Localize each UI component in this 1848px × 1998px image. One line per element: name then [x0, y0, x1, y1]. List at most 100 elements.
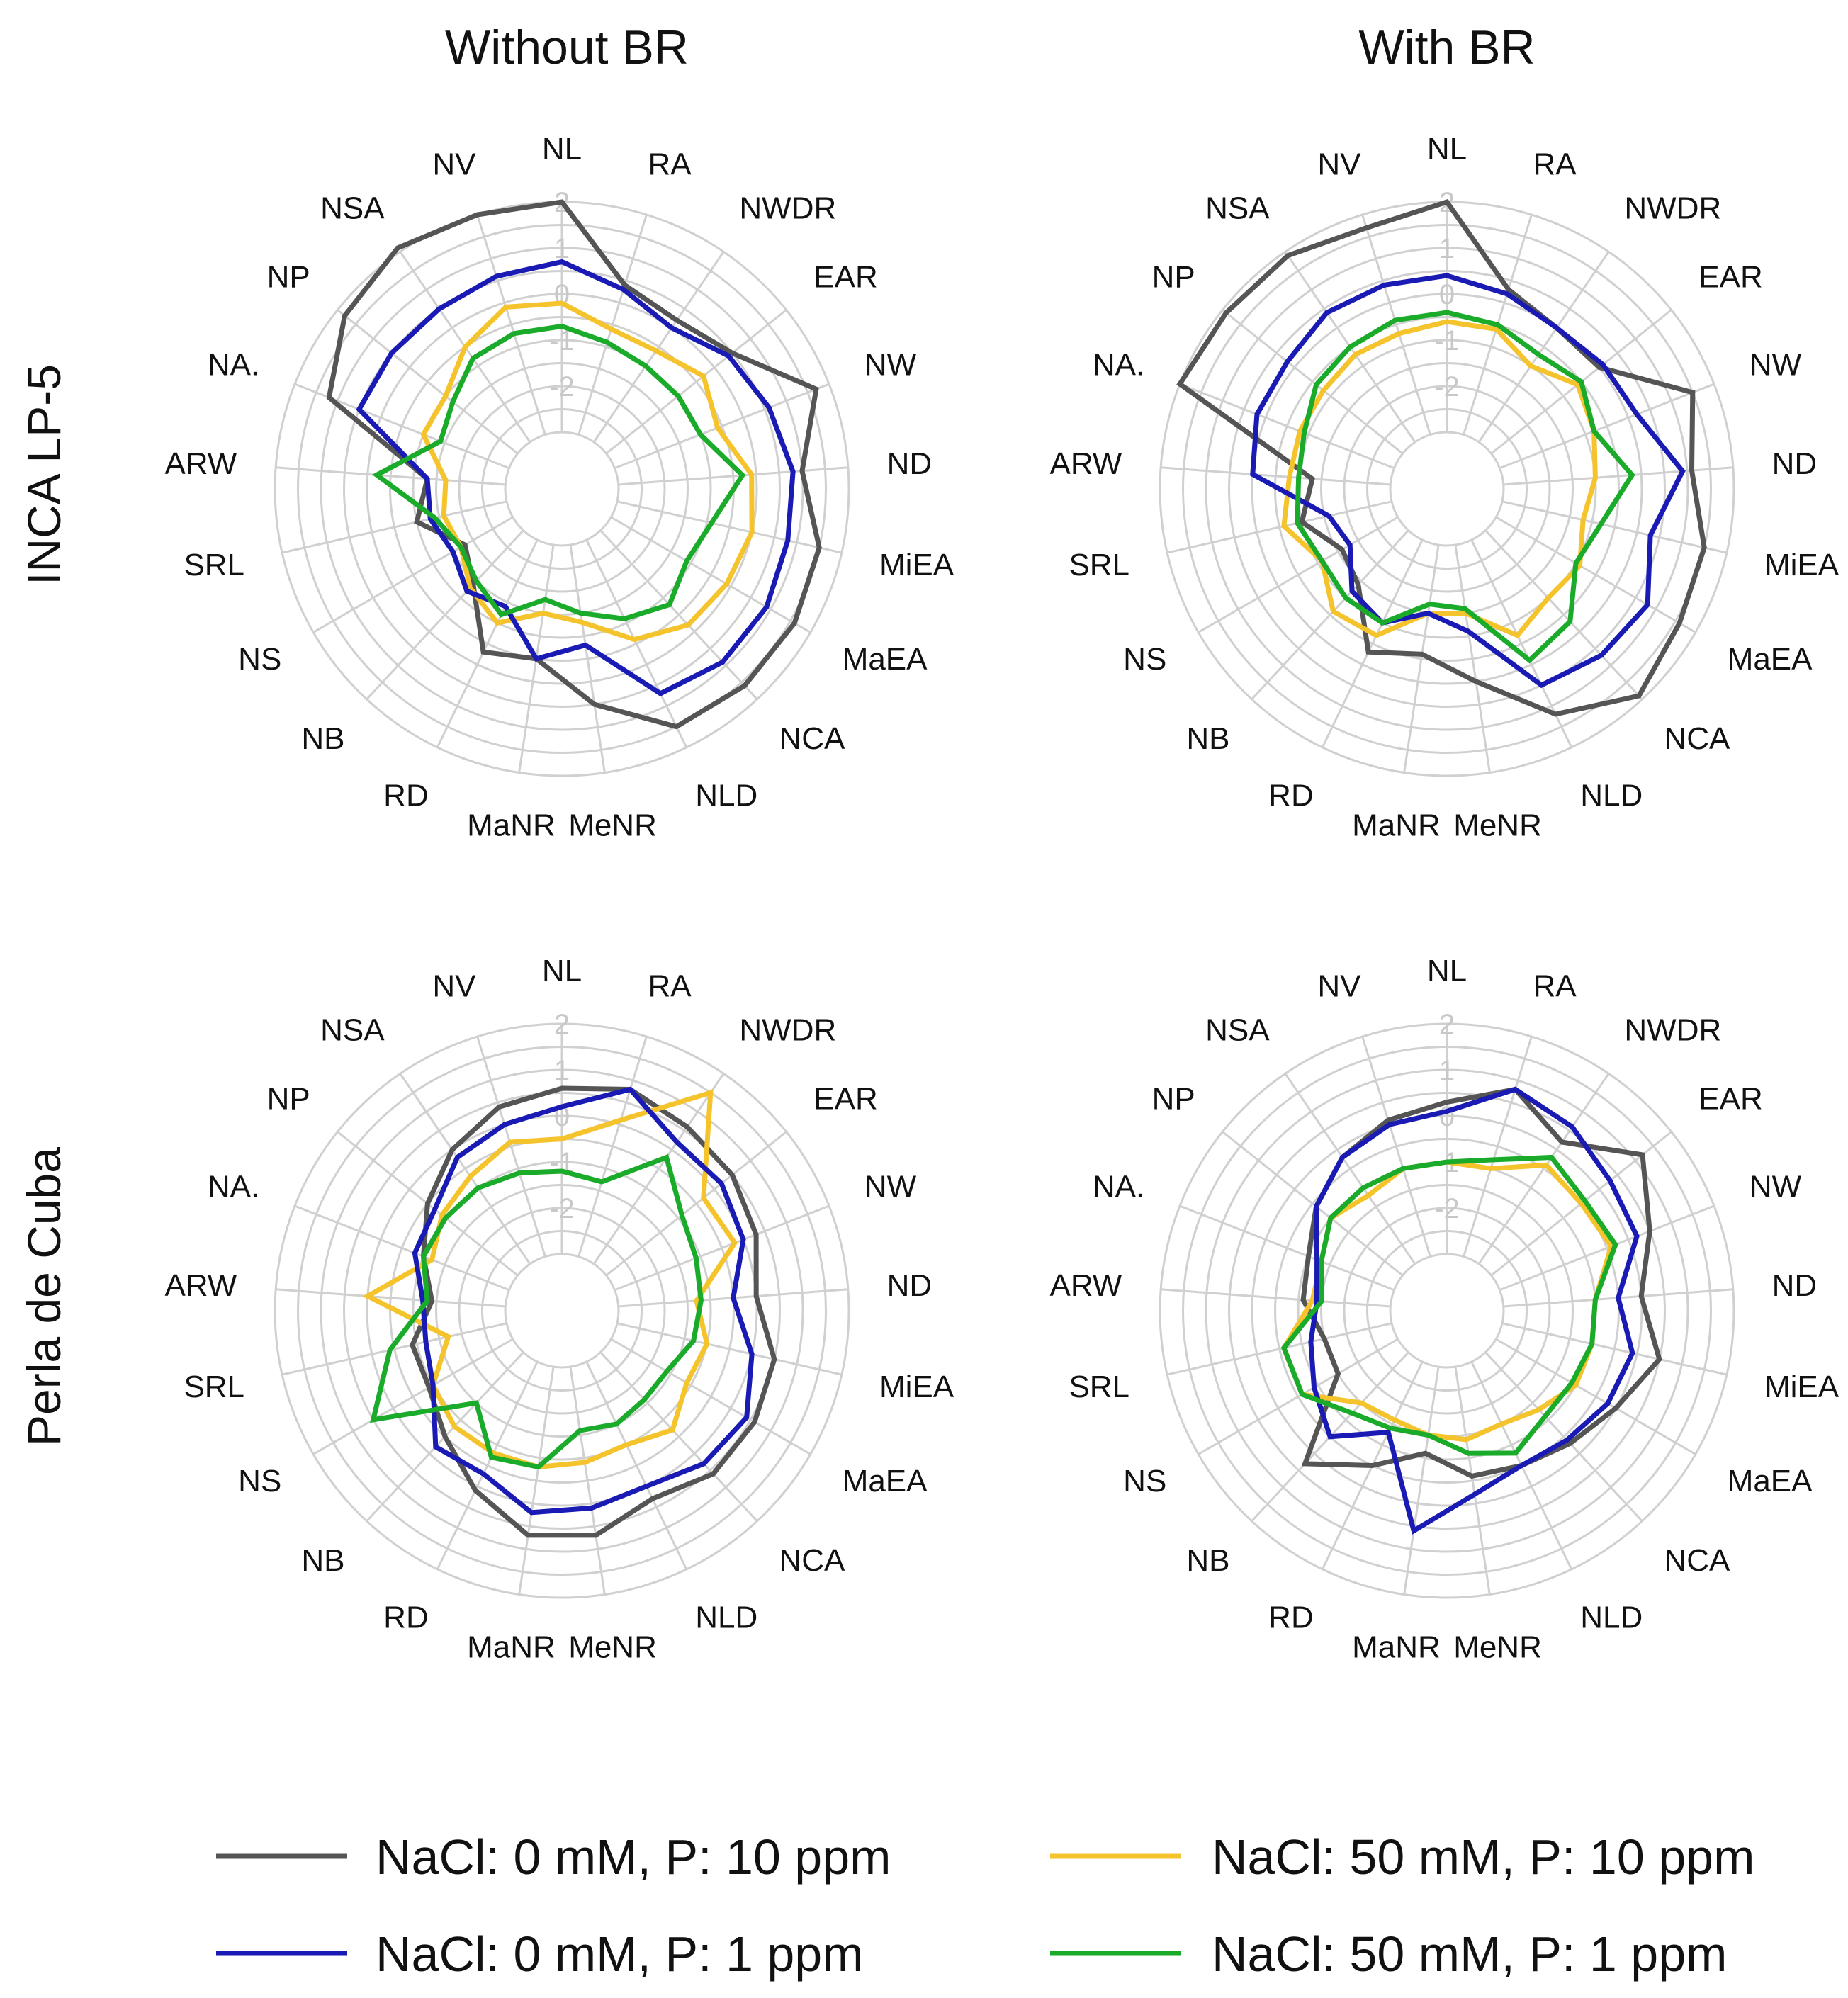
row-title-inca-lp5: INCA LP-5 — [18, 364, 70, 585]
axis-label-na: NA. — [1093, 348, 1144, 383]
grid-spoke — [1403, 544, 1440, 773]
axis-label-np: NP — [1152, 1082, 1195, 1117]
axis-label-nsa: NSA — [1205, 191, 1270, 225]
grid-spoke — [1222, 309, 1404, 455]
axis-label-ear: EAR — [1698, 1082, 1762, 1117]
grid-spoke — [1403, 1366, 1440, 1595]
axis-label-manr: MaNR — [467, 1630, 556, 1665]
grid-spoke — [1198, 1338, 1399, 1455]
series-line-nacl-50-mm-p-1-ppm — [1295, 310, 1635, 664]
axis-label-rd: RD — [1268, 778, 1314, 813]
grid-spoke — [518, 1366, 555, 1595]
axis-label-np: NP — [267, 1082, 310, 1117]
axis-label-nld: NLD — [695, 1600, 757, 1635]
axis-label-menr: MeNR — [568, 808, 657, 843]
axis-label-arw: ARW — [164, 1268, 237, 1303]
grid-spoke — [1454, 544, 1491, 773]
radial-tick-label: -2 — [549, 371, 575, 402]
axis-label-nwdr: NWDR — [1624, 1012, 1721, 1047]
axis-label-nd: ND — [887, 1268, 933, 1303]
axis-label-srl: SRL — [184, 1370, 244, 1404]
axis-label-nw: NW — [864, 1170, 917, 1204]
radial-tick-label: -2 — [549, 1193, 575, 1224]
axis-label-srl: SRL — [1069, 1370, 1129, 1404]
radar-panel-inca-lp-5-with-br: 210-1-2NL RANWDREARNWNDMiEAMaEANCANLDMeNR… — [1049, 132, 1839, 843]
axis-label-nv: NV — [1317, 969, 1361, 1003]
axis-label-ear: EAR — [813, 260, 877, 295]
grid-spoke — [569, 544, 606, 773]
axis-label-nd: ND — [1772, 1268, 1818, 1303]
axis-label-ear: EAR — [1698, 260, 1762, 295]
axis-label-maea: MaEA — [843, 1464, 928, 1498]
axis-label-nca: NCA — [1664, 1543, 1730, 1578]
axis-label-menr: MeNR — [568, 1630, 657, 1665]
axis-label-miea: MiEA — [879, 548, 954, 582]
series-line-nacl-0-mm-p-1-ppm — [1308, 1086, 1640, 1535]
radial-tick-label: 1 — [554, 1055, 570, 1086]
legend-label-2: NaCl: 0 mM, P: 1 ppm — [376, 1926, 864, 1982]
axis-label-na: NA. — [208, 1170, 259, 1204]
axis-label-arw: ARW — [164, 446, 237, 481]
grid-spoke — [1502, 500, 1728, 554]
axis-label-manr: MaNR — [467, 808, 556, 843]
axis-label-nw: NW — [1750, 1170, 1802, 1204]
grid-spoke — [1198, 516, 1399, 633]
axis-label-ns: NS — [238, 642, 281, 677]
legend-label-0: NaCl: 0 mM, P: 10 ppm — [376, 1829, 891, 1885]
grid-spoke — [585, 1361, 688, 1570]
axis-label-nld: NLD — [1580, 1600, 1643, 1635]
axis-label-miea: MiEA — [1764, 548, 1839, 582]
axis-label-nl: NL — [1427, 132, 1467, 166]
series-line-nacl-50-mm-p-1-ppm — [370, 1153, 704, 1470]
grid-ring — [504, 431, 620, 547]
grid-spoke — [1161, 466, 1391, 486]
legend-label-3: NaCl: 50 mM, P: 1 ppm — [1212, 1926, 1727, 1982]
axis-label-rd: RD — [1268, 1600, 1314, 1635]
grid-spoke — [1361, 1036, 1431, 1257]
grid-spoke — [1161, 1288, 1391, 1308]
axis-label-nb: NB — [1186, 1543, 1229, 1578]
radial-tick-label: 1 — [554, 233, 570, 264]
radial-tick-label: 2 — [1439, 1009, 1455, 1040]
row-title-perla-de-cuba: Perla de Cuba — [18, 1147, 70, 1446]
axis-label-np: NP — [267, 260, 310, 295]
axis-label-nd: ND — [887, 446, 933, 481]
radial-tick-label: 2 — [554, 1009, 570, 1040]
radial-tick-label: 1 — [1439, 1055, 1455, 1086]
grid-spoke — [1499, 383, 1715, 470]
series-line-nacl-0-mm-p-10-ppm — [1176, 198, 1707, 717]
axis-label-ra: RA — [1533, 969, 1577, 1003]
axis-label-np: NP — [1152, 260, 1195, 295]
series-line-nacl-50-mm-p-10-ppm — [420, 300, 755, 643]
axis-label-nwdr: NWDR — [1624, 191, 1721, 225]
axis-label-miea: MiEA — [879, 1370, 954, 1404]
grid-spoke — [610, 516, 811, 633]
grid-spoke — [276, 466, 506, 486]
grid-spoke — [281, 1322, 507, 1376]
grid-ring — [1389, 1253, 1505, 1369]
radial-tick-label: 0 — [1439, 279, 1455, 310]
axis-label-menr: MeNR — [1453, 1630, 1542, 1665]
radial-tick-label: -2 — [1434, 1193, 1460, 1224]
grid-spoke — [337, 309, 519, 455]
grid-spoke — [276, 1288, 506, 1308]
grid-spoke — [599, 1351, 758, 1522]
grid-spoke — [366, 529, 524, 700]
grid-spoke — [1495, 1338, 1696, 1455]
series-line-nacl-50-mm-p-1-ppm — [372, 323, 746, 621]
axis-label-nv: NV — [1317, 147, 1361, 181]
axis-label-ra: RA — [648, 147, 692, 181]
grid-spoke — [1454, 1366, 1491, 1595]
axis-label-manr: MaNR — [1352, 1630, 1441, 1665]
grid-spoke — [578, 214, 648, 435]
radar-panel-perla-de-cuba-without-br: 210-1-2NL RANWDREARNWNDMiEAMaEANCANLDMeNR… — [164, 954, 954, 1665]
grid-spoke — [1222, 1131, 1404, 1277]
axis-label-nca: NCA — [779, 721, 845, 756]
axis-label-ra: RA — [648, 969, 692, 1003]
axis-label-srl: SRL — [184, 548, 244, 582]
grid-spoke — [1502, 1322, 1728, 1376]
axis-label-ns: NS — [1123, 1464, 1166, 1498]
grid-spoke — [1361, 214, 1431, 435]
series-line-nacl-0-mm-p-10-ppm — [410, 1085, 777, 1538]
